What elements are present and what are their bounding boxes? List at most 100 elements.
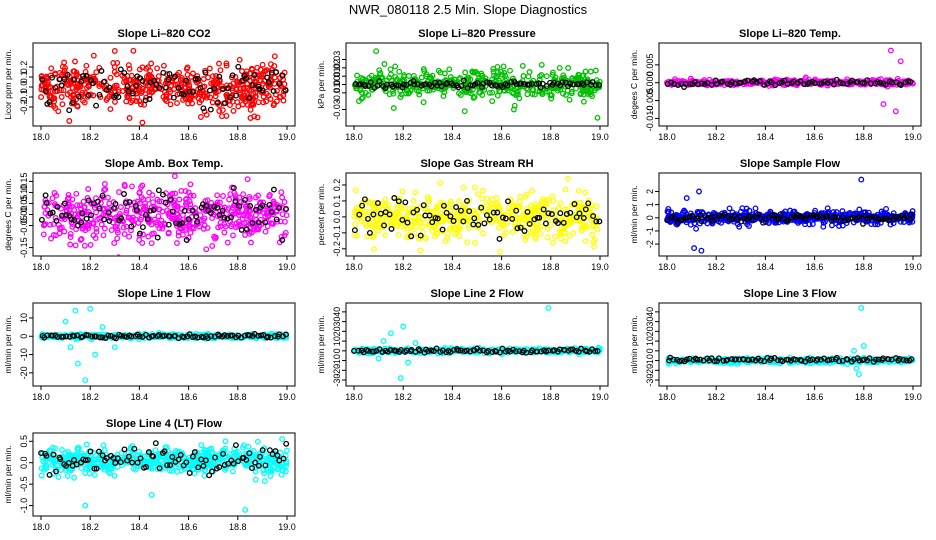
selected-point: [460, 218, 467, 225]
data-point: [278, 189, 285, 196]
y-tick-label: 0.03: [332, 51, 342, 69]
points: [38, 47, 289, 126]
selected-point: [60, 333, 67, 340]
data-point: [489, 98, 496, 105]
data-point: [396, 68, 403, 75]
data-point: [223, 62, 230, 69]
selected-point: [94, 198, 101, 205]
selected-point: [517, 224, 524, 231]
data-point: [236, 212, 242, 218]
selected-point: [118, 215, 125, 222]
data-point: [582, 189, 589, 196]
data-point: [90, 52, 97, 59]
data-point: [186, 82, 193, 89]
data-point: [474, 71, 481, 77]
data-point: [429, 228, 436, 234]
selected-point: [167, 196, 174, 203]
selected-point: [276, 80, 283, 87]
data-point: [422, 235, 429, 242]
selected-point: [466, 208, 473, 215]
selected-point: [675, 82, 682, 88]
data-point: [230, 107, 237, 114]
y-tick-label: -1: [645, 227, 655, 235]
selected-point: [69, 99, 76, 106]
data-point: [203, 246, 210, 253]
selected-point: [232, 198, 239, 205]
data-point: [503, 76, 510, 82]
selected-point: [66, 107, 73, 114]
data-point: [98, 221, 105, 228]
data-point: [524, 91, 531, 98]
y-tick-label: 0.01: [332, 67, 342, 85]
selected-point: [732, 80, 739, 87]
x-tick-label: 18.4: [131, 132, 149, 142]
data-point: [447, 74, 454, 80]
selected-point: [165, 76, 172, 83]
data-point: [237, 89, 244, 96]
selected-point: [216, 73, 223, 80]
selected-point: [509, 215, 516, 222]
data-point: [839, 222, 846, 229]
data-point: [354, 72, 361, 79]
selected-point: [428, 83, 435, 90]
data-point: [492, 215, 499, 222]
x-tick-label: 19.0: [278, 392, 296, 402]
data-point: [476, 216, 483, 223]
data-point: [209, 99, 216, 106]
selected-point: [154, 234, 161, 241]
selected-point: [387, 347, 394, 354]
x-tick-label: 18.2: [81, 392, 99, 402]
data-point: [47, 221, 54, 228]
selected-point: [265, 79, 272, 86]
data-point: [526, 69, 533, 75]
data-point: [575, 204, 582, 211]
selected-point: [163, 84, 169, 91]
selected-point: [594, 348, 601, 354]
outlier-point: [74, 360, 81, 367]
data-point: [432, 222, 439, 229]
data-point: [136, 190, 143, 196]
y-tick-label: -20: [332, 364, 342, 377]
panel-title: Slope Li–820 Temp.: [739, 28, 841, 40]
data-point: [417, 235, 424, 241]
data-point: [212, 234, 219, 241]
selected-point: [117, 66, 124, 73]
selected-point: [567, 209, 574, 216]
data-point: [232, 195, 239, 202]
x-tick-label: 18.0: [345, 262, 363, 272]
data-point: [217, 223, 224, 230]
selected-point: [388, 225, 395, 232]
selected-point: [756, 78, 763, 84]
selected-point: [395, 198, 402, 205]
selected-point: [755, 211, 761, 218]
selected-point: [726, 216, 733, 223]
data-point: [138, 194, 145, 201]
data-point: [471, 184, 478, 191]
data-point: [213, 73, 219, 79]
y-tick-label: 0.00: [19, 206, 29, 224]
selected-point: [75, 93, 82, 100]
outlier-point: [373, 48, 380, 55]
outlier-point: [387, 330, 394, 337]
data-point: [362, 198, 369, 205]
x-tick-label: 18.4: [444, 392, 462, 402]
selected-point: [569, 346, 576, 353]
selected-point: [458, 82, 465, 89]
selected-point: [414, 206, 421, 213]
data-point: [465, 225, 472, 232]
data-point: [551, 233, 558, 240]
selected-point: [596, 82, 603, 88]
data-point: [696, 209, 703, 216]
selected-point: [74, 222, 81, 229]
data-point: [214, 192, 221, 199]
points: [665, 305, 916, 378]
selected-point: [262, 219, 269, 226]
data-point: [185, 100, 192, 107]
data-point: [512, 92, 519, 98]
y-tick-label: 0: [19, 334, 29, 339]
data-point: [369, 223, 376, 230]
data-point: [111, 64, 118, 70]
data-point: [363, 233, 370, 240]
data-point: [537, 230, 544, 237]
data-point: [125, 62, 132, 69]
